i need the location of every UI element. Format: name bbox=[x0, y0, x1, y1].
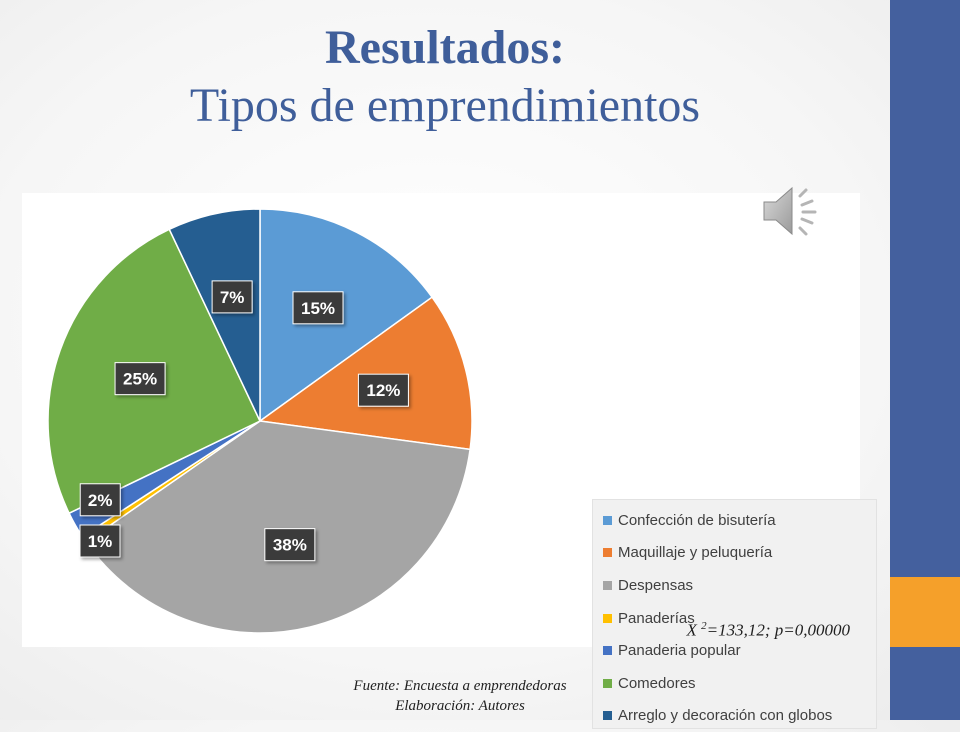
legend-label: Panaderia popular bbox=[618, 642, 741, 660]
legend-swatch bbox=[603, 646, 612, 656]
pie-data-label: 1% bbox=[79, 524, 121, 558]
legend-label: Comedores bbox=[618, 674, 696, 692]
slide-subtitle: Tipos de emprendimientos bbox=[189, 79, 701, 132]
authorship-line: Elaboración: Autores bbox=[395, 698, 525, 714]
pie-data-label: 7% bbox=[211, 280, 253, 314]
source-line: Fuente: Encuesta a emprendedoras bbox=[353, 678, 567, 694]
pie-slice bbox=[258, 296, 473, 451]
legend-swatch bbox=[603, 711, 612, 721]
pie-slice bbox=[259, 208, 434, 423]
side-accent-block bbox=[890, 577, 960, 647]
legend-label: Confección de bisutería bbox=[618, 511, 776, 529]
stat-superscript: 2 bbox=[701, 620, 707, 632]
pie-data-label: 15% bbox=[292, 291, 344, 325]
legend-item: Despensas bbox=[603, 569, 876, 602]
pie-data-label: 12% bbox=[357, 373, 409, 407]
pie-data-label: 38% bbox=[264, 528, 316, 562]
slide-title: Resultados: bbox=[324, 21, 566, 74]
stat-prefix: X bbox=[686, 620, 697, 640]
pie-slice bbox=[84, 420, 471, 634]
pie-data-label-text: 25% bbox=[123, 370, 157, 389]
pie-data-label-text: 1% bbox=[88, 532, 113, 551]
stat-value: =133,12; p=0,00000 bbox=[706, 620, 850, 640]
legend-label: Maquillaje y peluquería bbox=[618, 544, 773, 562]
legend-swatch bbox=[603, 678, 612, 688]
legend-swatch bbox=[603, 580, 612, 590]
title-area: Resultados: Tipos de emprendimientos bbox=[0, 20, 890, 134]
source-note: Fuente: Encuesta a emprendedoras Elabora… bbox=[260, 676, 660, 716]
legend-item: Panaderías bbox=[603, 602, 876, 635]
legend-swatch bbox=[603, 613, 612, 623]
chart-legend: Confección de bisutería Maquillaje y pelu… bbox=[592, 499, 877, 729]
pie-data-label-text: 12% bbox=[366, 381, 400, 400]
pie-data-label: 25% bbox=[114, 362, 166, 396]
pie-chart: 15% 12% 38% 2% 25% 7% 1% bbox=[47, 208, 473, 634]
speaker-sound-icon[interactable] bbox=[760, 180, 822, 242]
legend-swatch bbox=[603, 548, 612, 558]
pie-data-label-text: 2% bbox=[88, 491, 113, 510]
legend-item: Comedores bbox=[603, 667, 876, 700]
legend-label: Despensas bbox=[618, 576, 694, 594]
chart-panel: 15% 12% 38% 2% 25% 7% 1% Confección de bisuter… bbox=[22, 193, 877, 729]
pie-data-label: 2% bbox=[79, 483, 121, 517]
legend-item: Panaderia popular bbox=[603, 634, 876, 667]
pie-data-label-text: 15% bbox=[301, 299, 335, 318]
legend-swatch bbox=[603, 515, 612, 525]
legend-item: Confección de bisutería bbox=[603, 504, 876, 537]
chi-square-statistic: X 2=133,12; p=0,00000 bbox=[610, 620, 851, 641]
pie-data-label-text: 7% bbox=[220, 288, 245, 307]
pie-data-label-text: 38% bbox=[273, 536, 307, 555]
legend-label: Panaderías bbox=[618, 609, 695, 627]
pie-slice bbox=[168, 208, 261, 422]
legend-item: Maquillaje y peluquería bbox=[603, 537, 876, 570]
